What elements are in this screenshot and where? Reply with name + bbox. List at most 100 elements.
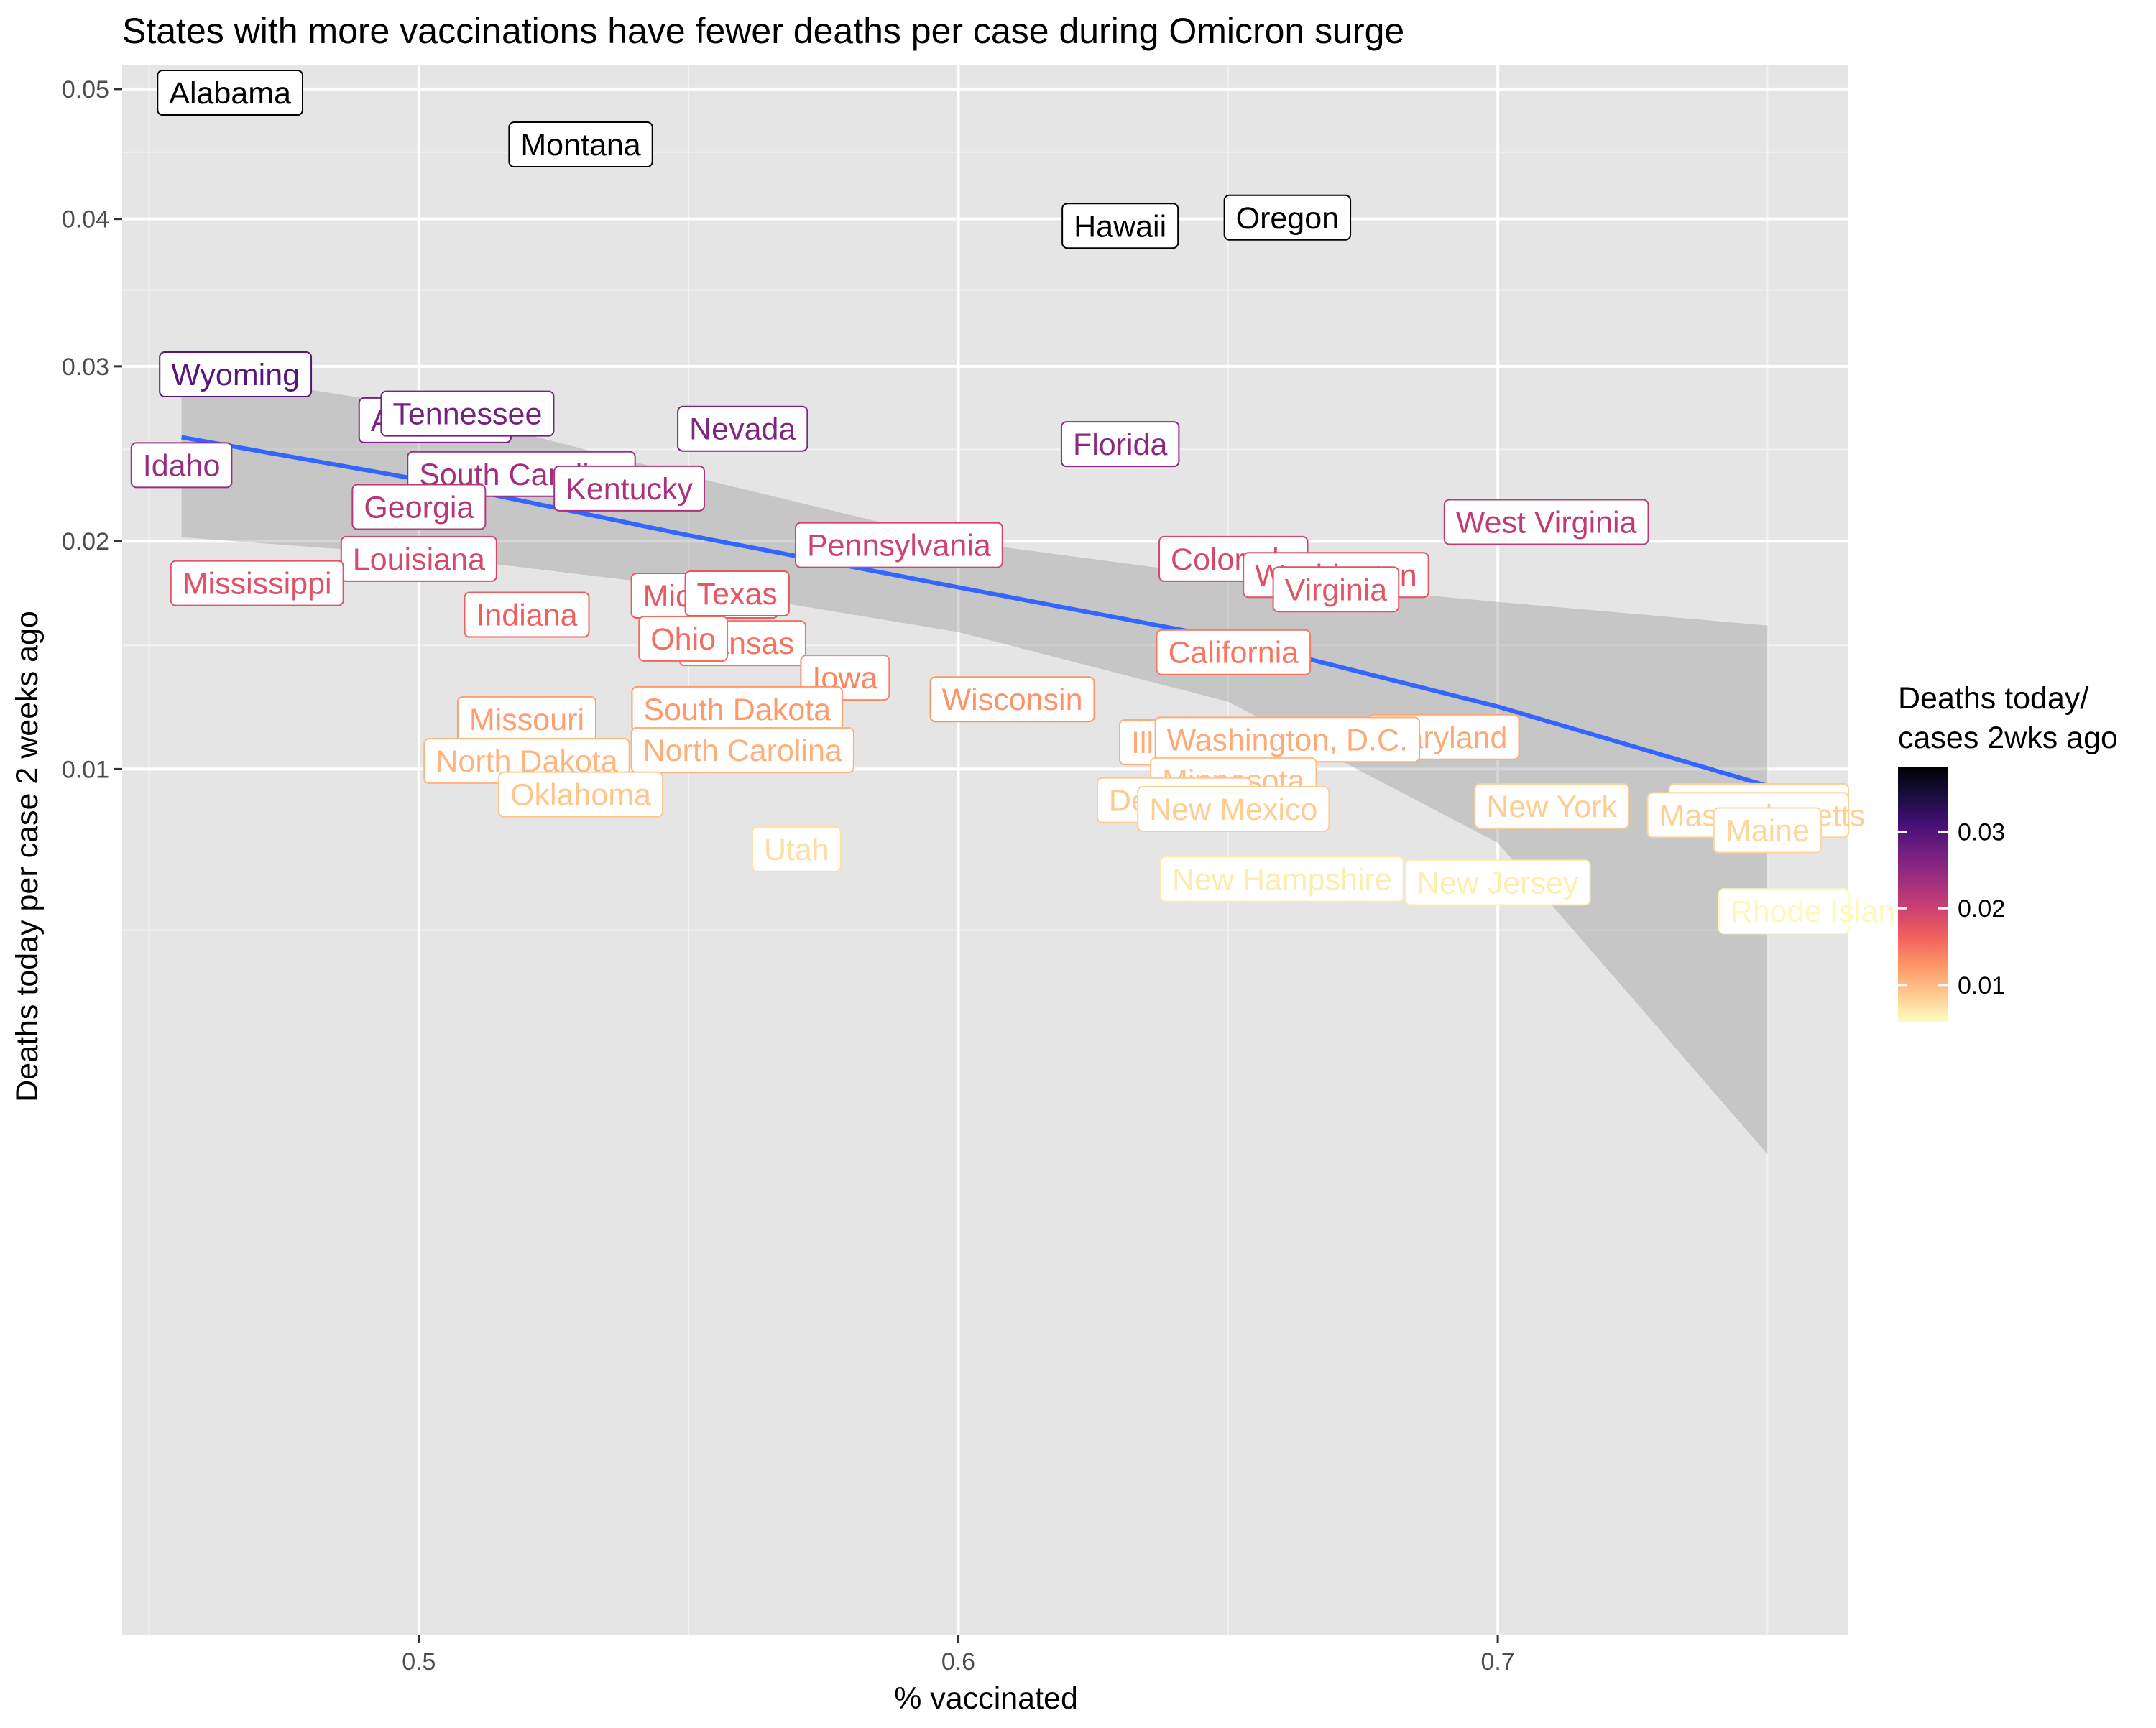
label-north-carolina: North Carolina — [630, 727, 854, 774]
label-box — [508, 121, 653, 167]
y-tick-label: 0.01 — [62, 756, 109, 783]
label-box — [1404, 859, 1591, 906]
x-tick-label: 0.5 — [402, 1648, 436, 1676]
legend-ticks: 0.01 0.02 0.03 — [1898, 819, 2005, 999]
state-name: Wyoming — [171, 358, 300, 392]
label-south-dakota: South Dakota — [631, 685, 843, 732]
label-box — [1474, 782, 1629, 829]
y-tick-label: 0.02 — [62, 528, 109, 555]
label-box — [638, 615, 729, 662]
label-box — [1060, 421, 1180, 468]
state-name: Kentucky — [566, 472, 693, 507]
state-name: Virginia — [1285, 573, 1388, 607]
label-new-york: New York — [1474, 782, 1629, 829]
x-tick-label: 0.6 — [941, 1648, 975, 1676]
y-tick-label: 0.03 — [62, 354, 109, 381]
y-axis-label: Deaths today per case 2 weeks ago — [10, 611, 45, 1102]
state-name: Oregon — [1236, 201, 1339, 236]
label-utah: Utah — [751, 826, 842, 872]
label-california: California — [1156, 629, 1312, 675]
state-name: Florida — [1073, 428, 1168, 462]
label-texas: Texas — [684, 570, 790, 617]
state-name: Mississippi — [183, 567, 332, 601]
state-name: Nevada — [689, 412, 796, 447]
state-name: West Virginia — [1456, 505, 1637, 540]
label-kentucky: Kentucky — [553, 465, 706, 512]
label-box — [1272, 566, 1400, 613]
label-pennsylvania: Pennsylvania — [795, 522, 1003, 568]
state-name: Indiana — [476, 599, 577, 633]
legend-title: Deaths today/ — [1898, 681, 2088, 716]
label-box — [1137, 786, 1330, 833]
state-name: Montana — [520, 128, 640, 162]
label-box — [1443, 499, 1649, 545]
label-oklahoma: Oklahoma — [498, 771, 664, 818]
state-name: Georgia — [364, 491, 474, 525]
label-oregon: Oregon — [1223, 194, 1352, 241]
label-ohio: Ohio — [638, 615, 729, 662]
state-name: Oklahoma — [510, 778, 651, 813]
minor-gridlines — [122, 65, 1848, 1635]
label-nevada: Nevada — [677, 405, 808, 452]
state-name: New Jersey — [1417, 866, 1579, 900]
label-box — [464, 591, 590, 638]
label-new-mexico: New Mexico — [1137, 786, 1330, 833]
y-tick-label: 0.04 — [62, 206, 109, 234]
label-florida: Florida — [1060, 421, 1180, 468]
legend: Deaths today/ cases 2wks ago 0.010.020.0… — [1898, 681, 2118, 1022]
state-name: Utah — [764, 833, 829, 867]
label-new-jersey: New Jersey — [1404, 859, 1591, 906]
confidence-band — [181, 369, 1768, 1155]
legend-tick-label: 0.02 — [1958, 895, 2005, 923]
label-idaho: Idaho — [130, 442, 233, 489]
state-labels: AlabamaMontanaHawaiiOregonWyomingArkansa… — [130, 70, 1912, 935]
label-rhode-island: Rhode Island — [1718, 888, 1912, 935]
label-tennessee: Tennessee — [380, 390, 555, 437]
label-box — [1713, 807, 1822, 854]
state-name: Rhode Island — [1731, 895, 1912, 929]
label-wisconsin: Wisconsin — [929, 676, 1095, 723]
label-box — [351, 484, 487, 530]
label-maine: Maine — [1713, 807, 1822, 854]
label-box — [553, 465, 706, 512]
label-alabama: Alabama — [157, 70, 303, 116]
label-wyoming: Wyoming — [159, 351, 313, 397]
label-washington-d-c: Washington, D.C. — [1154, 716, 1421, 763]
state-name: New Hampshire — [1172, 863, 1392, 897]
x-axis: 0.5 0.6 0.7 — [402, 1635, 1515, 1676]
chart-title: States with more vaccinations have fewer… — [122, 11, 1404, 51]
label-box — [751, 826, 842, 872]
y-tick-label: 0.05 — [62, 76, 109, 103]
label-indiana: Indiana — [464, 591, 590, 638]
label-box — [630, 727, 854, 774]
label-hawaii: Hawaii — [1061, 203, 1179, 249]
label-box — [1159, 856, 1404, 902]
label-box — [1718, 888, 1849, 935]
label-mississippi: Mississippi — [170, 560, 344, 606]
label-box — [1061, 203, 1179, 249]
label-virginia: Virginia — [1272, 566, 1400, 613]
state-name: Pennsylvania — [807, 529, 991, 563]
state-name: California — [1168, 636, 1299, 670]
state-name: Washington, D.C. — [1167, 723, 1408, 757]
state-name: Wisconsin — [942, 683, 1083, 717]
state-name: South Dakota — [643, 693, 831, 727]
label-box — [170, 560, 344, 606]
label-box — [157, 70, 303, 116]
state-name: Louisiana — [353, 542, 485, 577]
state-name: Hawaii — [1074, 209, 1166, 244]
label-georgia: Georgia — [351, 484, 487, 530]
label-box — [795, 522, 1003, 568]
label-box — [677, 405, 808, 452]
label-west-virginia: West Virginia — [1443, 499, 1649, 545]
state-name: North Carolina — [643, 734, 842, 768]
y-axis: 0.01 0.02 0.03 0.04 0.05 — [62, 76, 122, 783]
x-axis-label: % vaccinated — [894, 1681, 1078, 1716]
label-box — [380, 390, 555, 437]
state-name: Ohio — [650, 622, 716, 657]
label-box — [1223, 194, 1352, 241]
label-box — [498, 771, 664, 818]
label-missouri: Missouri — [456, 696, 597, 742]
